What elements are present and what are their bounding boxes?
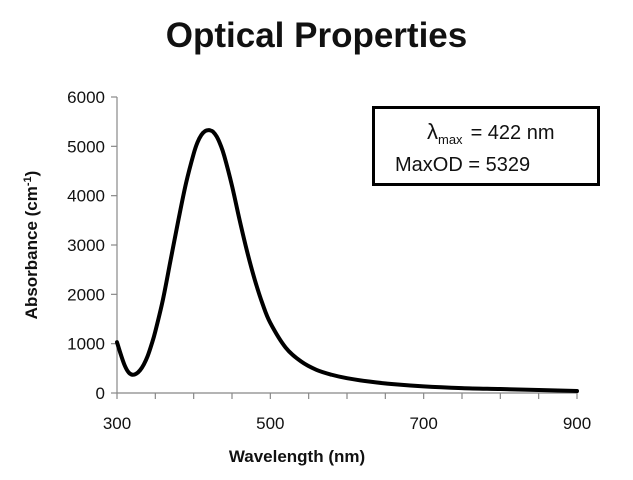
- lambda-max-value: = 422 nm: [470, 122, 555, 144]
- annotation-box: λmax = 422 nm MaxOD = 5329: [372, 106, 600, 186]
- y-tick-label: 6000: [67, 88, 105, 107]
- y-tick-label: 2000: [67, 285, 105, 304]
- lambda-symbol: λ: [427, 119, 438, 144]
- x-tick-label: 500: [256, 414, 284, 433]
- chart-title: Optical Properties: [165, 16, 468, 55]
- y-axis-label-close: ): [22, 171, 41, 177]
- absorbance-series-line: [115, 128, 579, 394]
- lambda-max-row: λmax = 422 nm: [427, 119, 555, 147]
- y-tick-labels: 0 1000 2000 3000 4000 5000 6000: [67, 88, 105, 403]
- lambda-subscript: max: [438, 132, 463, 147]
- y-axis-label: Absorbance (cm-1): [22, 171, 41, 320]
- x-tick-label: 900: [563, 414, 591, 433]
- y-tick-label: 0: [96, 384, 105, 403]
- y-tick-label: 1000: [67, 335, 105, 354]
- y-axis-label-sup: -1: [22, 176, 34, 186]
- x-tick-label: 300: [103, 414, 131, 433]
- max-od-label: MaxOD =: [395, 154, 481, 176]
- y-axis-label-main: Absorbance (cm: [22, 186, 41, 319]
- y-tick-label: 3000: [67, 236, 105, 255]
- x-axis-label: Wavelength (nm): [229, 447, 365, 466]
- max-od-value: 5329: [485, 154, 531, 176]
- x-tick-label: 700: [409, 414, 437, 433]
- max-od-row: MaxOD = 5329: [395, 154, 530, 177]
- y-tick-label: 4000: [67, 187, 105, 206]
- x-tick-labels: 300 500 700 900: [103, 414, 591, 433]
- y-tick-label: 5000: [67, 137, 105, 156]
